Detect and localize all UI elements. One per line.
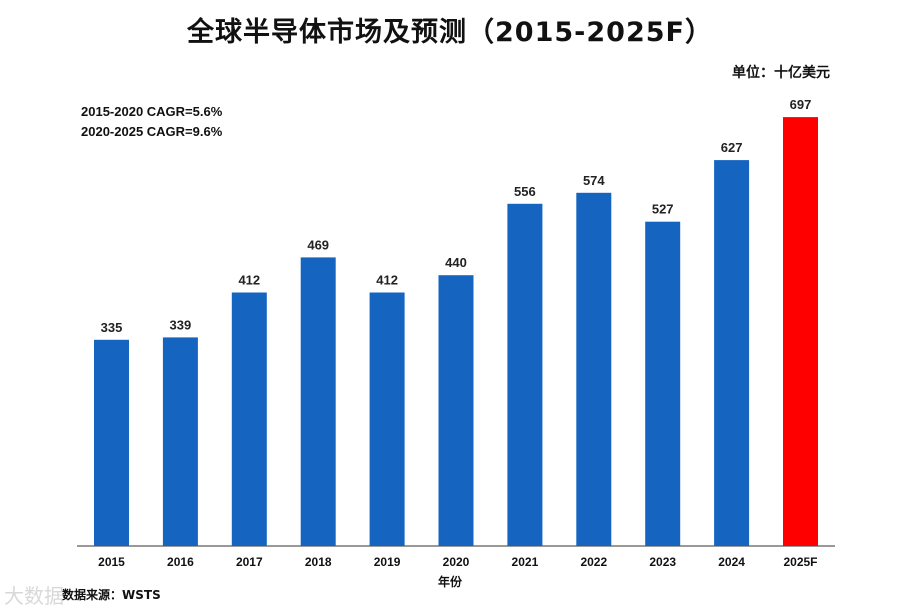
data-label-2020: 440 (445, 255, 467, 270)
x-tick-2021: 2021 (512, 555, 539, 569)
data-label-2021: 556 (514, 184, 536, 199)
bar-2019 (369, 292, 405, 546)
data-label-2023: 527 (652, 202, 674, 217)
data-label-2019: 412 (376, 273, 398, 288)
data-label-2016: 339 (170, 317, 192, 332)
x-tick-2016: 2016 (167, 555, 194, 569)
bar-2022 (576, 192, 612, 547)
data-label-2024: 627 (721, 140, 743, 155)
x-tick-2019: 2019 (374, 555, 401, 569)
bar-2018 (300, 257, 336, 546)
watermark-logo: 大数据 (4, 584, 64, 608)
x-tick-2022: 2022 (580, 555, 607, 569)
data-label-2015: 335 (101, 320, 123, 335)
cagr-annotation-2020-2025: 2020-2025 CAGR=9.6% (81, 124, 223, 139)
x-axis-title: 年份 (437, 575, 462, 589)
x-tick-2020: 2020 (443, 555, 470, 569)
x-tick-2015: 2015 (98, 555, 125, 569)
bar-2021 (507, 203, 543, 547)
data-label-2017: 412 (238, 273, 260, 288)
bar-2020 (438, 275, 474, 546)
data-label-2018: 469 (307, 237, 329, 252)
x-tick-2017: 2017 (236, 555, 263, 569)
bar-2017 (231, 292, 267, 546)
x-tick-2023: 2023 (649, 555, 676, 569)
bar-2023 (645, 221, 681, 546)
bar-2016 (162, 337, 198, 546)
chart-title: 全球半导体市场及预测（2015-2025F） (187, 17, 713, 48)
data-label-2025F: 697 (790, 97, 812, 112)
source-note: 数据来源：WSTS (62, 588, 161, 602)
x-tick-2024: 2024 (718, 555, 745, 569)
data-label-2022: 574 (583, 173, 605, 188)
bar-2024 (714, 160, 750, 546)
x-tick-2025F: 2025F (783, 555, 817, 569)
unit-label: 单位：十亿美元 (732, 65, 830, 81)
bar-2025F (783, 117, 818, 546)
x-tick-2018: 2018 (305, 555, 332, 569)
cagr-annotation-2015-2020: 2015-2020 CAGR=5.6% (81, 104, 223, 119)
bar-2015 (94, 339, 129, 546)
